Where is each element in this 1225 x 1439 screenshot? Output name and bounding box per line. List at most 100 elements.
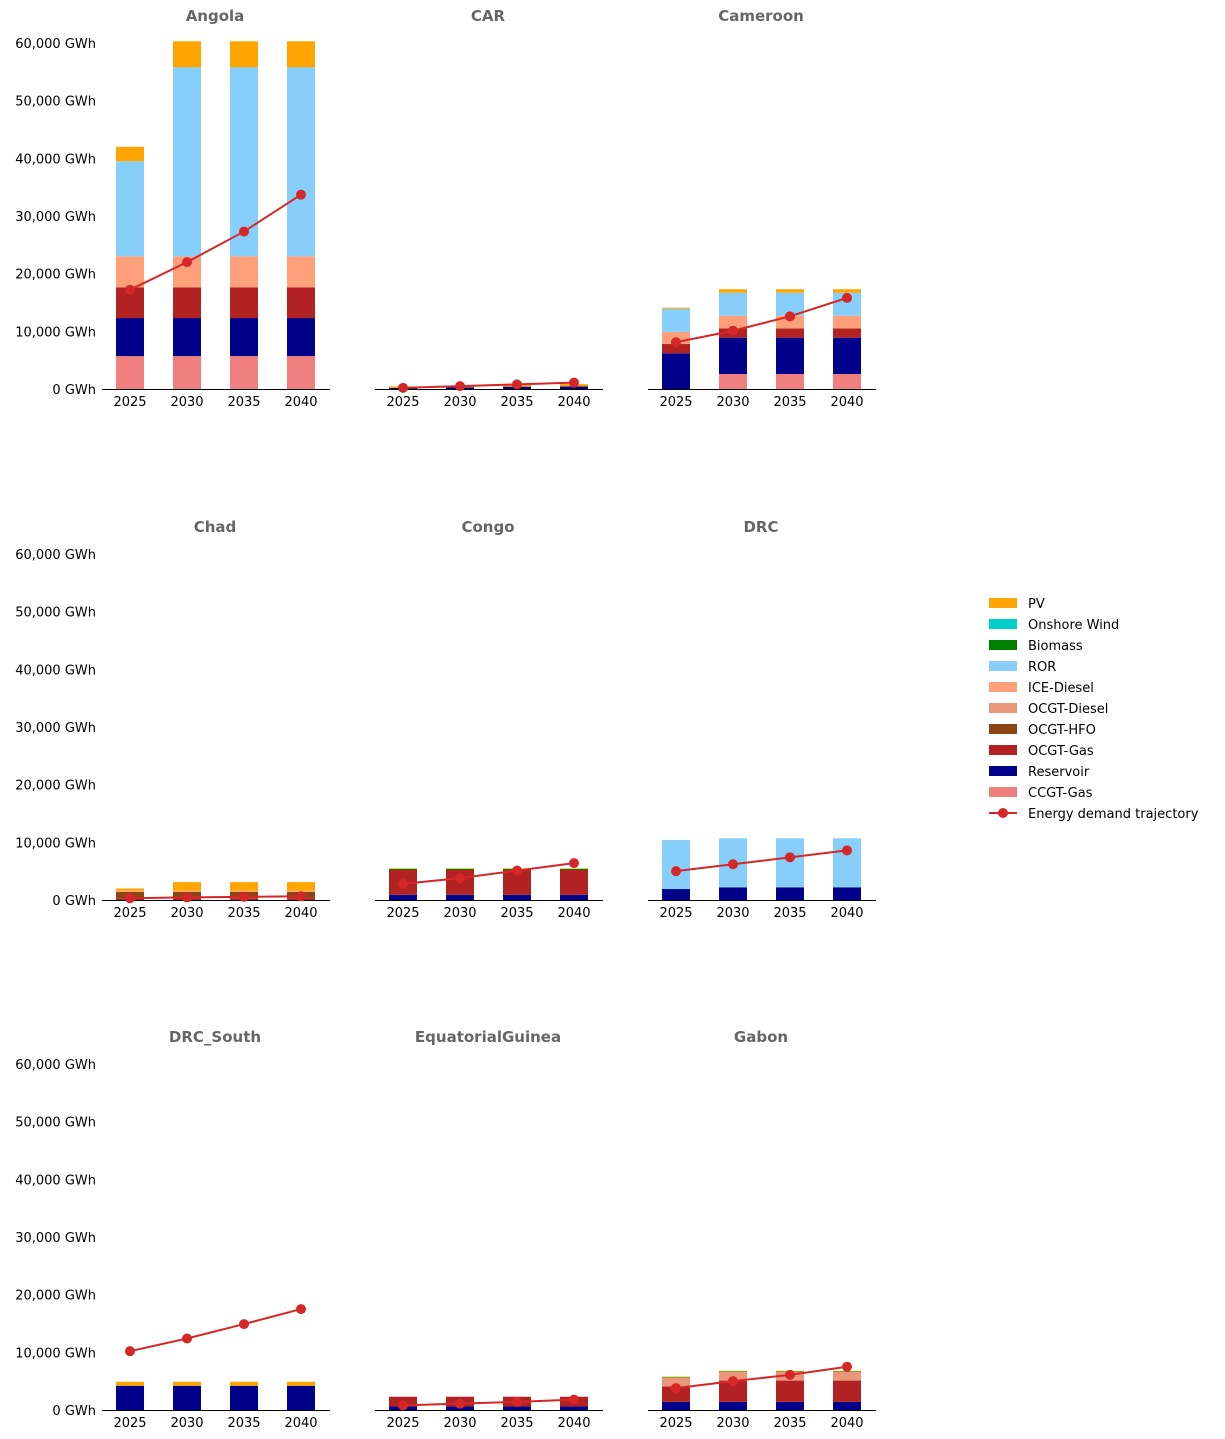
demand-trajectory-line bbox=[129, 1308, 302, 1353]
x-tick-label: 2030 bbox=[716, 906, 749, 921]
legend-swatch bbox=[989, 661, 1017, 671]
bar-segment-reservoir-2040 bbox=[833, 887, 861, 900]
demand-point-2030 bbox=[455, 381, 465, 392]
bar-segment-reservoir-2035 bbox=[776, 1401, 804, 1410]
bar-segment-pv-2035 bbox=[230, 1381, 258, 1386]
bar-segment-reservoir-2040 bbox=[287, 1385, 315, 1410]
x-tick-label: 2025 bbox=[659, 395, 692, 410]
bar-segment-ocgt-gas-2030 bbox=[173, 287, 201, 319]
demand-point-2035 bbox=[512, 865, 522, 876]
x-tick-label: 2025 bbox=[113, 395, 146, 410]
y-tick-label: 50,000 GWh bbox=[15, 606, 96, 621]
demand-point-2030 bbox=[182, 892, 192, 903]
legend-label: Onshore Wind bbox=[1028, 618, 1119, 633]
bar-segment-reservoir-2040 bbox=[833, 1401, 861, 1410]
demand-point-2035 bbox=[785, 1369, 795, 1380]
panel-cameroon: Cameroon 2025 2030 2035 2040 bbox=[648, 7, 876, 410]
bar-segment-pv-2030 bbox=[173, 882, 201, 891]
demand-point-2035 bbox=[512, 379, 522, 390]
y-tick-label: 60,000 GWh bbox=[15, 1058, 96, 1073]
y-tick-label: 10,000 GWh bbox=[15, 836, 96, 851]
bar-segment-reservoir-2035 bbox=[230, 318, 258, 357]
legend-item-biomass: Biomass bbox=[989, 639, 1083, 654]
x-tick-label: 2040 bbox=[284, 1416, 317, 1431]
x-tick-label: 2035 bbox=[227, 906, 260, 921]
demand-point-2035 bbox=[239, 1319, 249, 1330]
panel-title: DRC bbox=[743, 518, 778, 536]
x-tick-label: 2030 bbox=[443, 395, 476, 410]
x-tick-label: 2030 bbox=[443, 906, 476, 921]
demand-point-2040 bbox=[842, 1361, 852, 1372]
bar-segment-ocgt-gas-2030 bbox=[719, 1380, 747, 1402]
legend-swatch bbox=[989, 766, 1017, 776]
legend-label: OCGT-Gas bbox=[1028, 744, 1094, 759]
legend-item-ccgt-gas: CCGT-Gas bbox=[989, 786, 1093, 801]
bar-segment-pv-2025 bbox=[389, 868, 417, 869]
legend-item-pv: PV bbox=[989, 597, 1045, 612]
legend-label: Reservoir bbox=[1028, 765, 1090, 780]
demand-point-2025 bbox=[671, 866, 681, 877]
x-tick-label: 2035 bbox=[773, 906, 806, 921]
x-tick-label: 2040 bbox=[284, 906, 317, 921]
demand-point-2040 bbox=[842, 292, 852, 303]
demand-point-2025 bbox=[398, 382, 408, 393]
legend-label: Energy demand trajectory bbox=[1028, 807, 1199, 822]
bar-segment-ocgt-gas-2025 bbox=[662, 344, 690, 354]
x-tick-label: 2025 bbox=[659, 906, 692, 921]
bar-segment-ror-2030 bbox=[719, 292, 747, 316]
demand-trajectory-line bbox=[402, 381, 575, 389]
bar-segment-ror-2025 bbox=[116, 161, 144, 257]
bar-segment-ror-2035 bbox=[776, 292, 804, 316]
bar-segment-ocgt-gas-2035 bbox=[230, 287, 258, 319]
demand-point-2030 bbox=[455, 873, 465, 884]
x-tick-label: 2030 bbox=[170, 395, 203, 410]
demand-point-2030 bbox=[182, 257, 192, 268]
legend-item-energy-demand-trajectory: Energy demand trajectory bbox=[989, 807, 1199, 822]
x-tick-label: 2030 bbox=[170, 906, 203, 921]
y-tick-label: 60,000 GWh bbox=[15, 548, 96, 563]
bar-segment-pv-2030 bbox=[446, 868, 474, 869]
bar-segment-pv-2040 bbox=[287, 882, 315, 891]
bar-segment-ccgt-gas-2040 bbox=[833, 374, 861, 389]
panel-title: Cameroon bbox=[718, 7, 804, 25]
bar-segment-ocgt-gas-2040 bbox=[833, 328, 861, 338]
bar-segment-biomass-2025 bbox=[662, 1377, 690, 1378]
legend-swatch bbox=[989, 745, 1017, 755]
bar-segment-ror-2025 bbox=[662, 308, 690, 332]
panel-car: CAR 2025 2030 2035 2040 bbox=[375, 7, 603, 410]
x-tick-label: 2030 bbox=[716, 395, 749, 410]
bar-segment-reservoir-2025 bbox=[116, 318, 144, 357]
bar-segment-reservoir-2040 bbox=[560, 894, 588, 900]
bar-segment-reservoir-2025 bbox=[662, 889, 690, 900]
bar-segment-ror-2035 bbox=[776, 838, 804, 888]
bar-segment-pv-2025 bbox=[116, 146, 144, 162]
bar-segment-reservoir-2035 bbox=[230, 1385, 258, 1410]
bar-segment-ccgt-gas-2025 bbox=[116, 356, 144, 389]
legend-label: OCGT-Diesel bbox=[1028, 702, 1108, 717]
demand-point-2035 bbox=[239, 226, 249, 237]
legend-label: ICE-Diesel bbox=[1028, 681, 1094, 696]
x-tick-label: 2040 bbox=[557, 395, 590, 410]
y-tick-label: 10,000 GWh bbox=[15, 325, 96, 340]
demand-point-2030 bbox=[728, 325, 738, 336]
demand-point-2035 bbox=[785, 311, 795, 322]
bar-segment-pv-2025 bbox=[116, 1381, 144, 1386]
legend-swatch bbox=[989, 682, 1017, 692]
demand-point-2030 bbox=[455, 1398, 465, 1409]
y-tick-label: 50,000 GWh bbox=[15, 1116, 96, 1131]
bar-segment-pv-2030 bbox=[719, 1370, 747, 1372]
demand-point-2040 bbox=[296, 189, 306, 200]
x-tick-label: 2025 bbox=[386, 395, 419, 410]
panel-title: CAR bbox=[471, 7, 506, 25]
bar-segment-reservoir-2030 bbox=[173, 318, 201, 357]
panel-drc-south: DRC_South 2025 2030 2035 2040 0 GWh 10,000 GWh… bbox=[15, 1028, 330, 1431]
demand-trajectory-line bbox=[402, 862, 575, 885]
bar-segment-ror-2040 bbox=[287, 67, 315, 257]
bar-segment-biomass-2030 bbox=[446, 868, 474, 871]
legend-swatch bbox=[989, 619, 1017, 629]
x-tick-label: 2035 bbox=[500, 1416, 533, 1431]
legend-marker-swatch bbox=[998, 808, 1008, 818]
bar-segment-reservoir-2025 bbox=[116, 1385, 144, 1410]
bar-segment-ocgt-gas-2035 bbox=[776, 328, 804, 338]
